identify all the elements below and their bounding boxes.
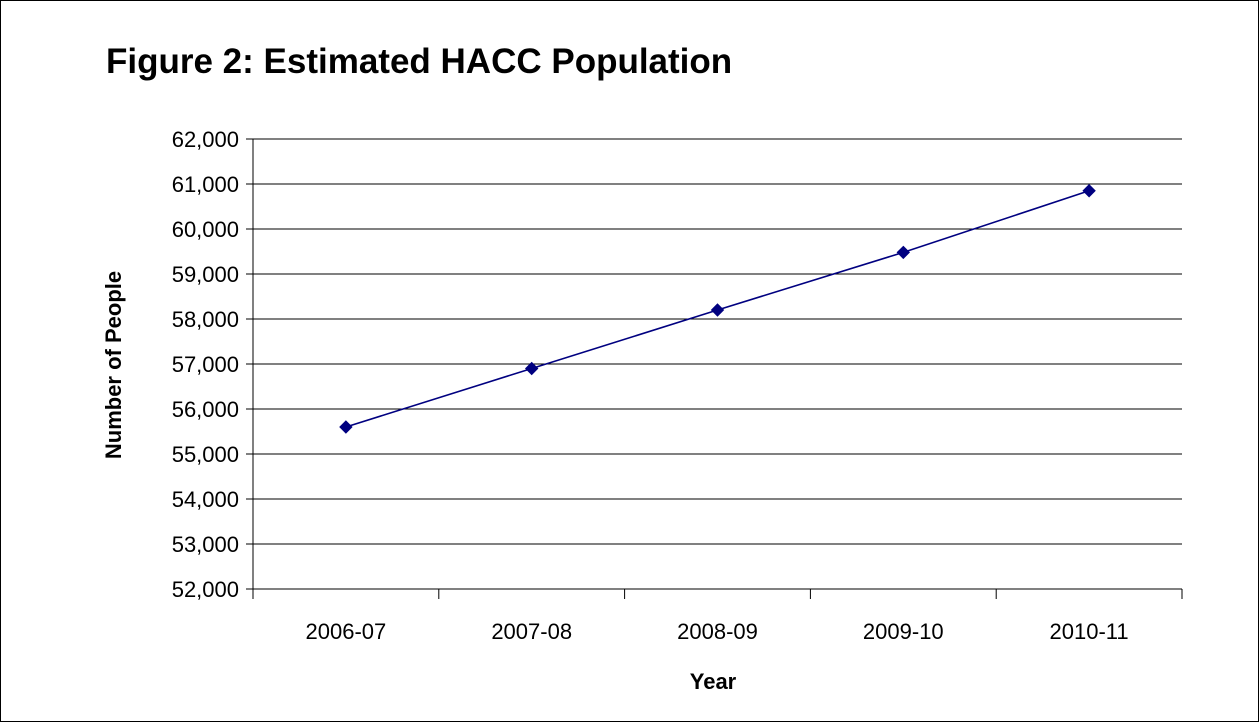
data-point <box>339 420 353 434</box>
y-tick-label: 58,000 <box>172 307 239 332</box>
series-layer <box>339 184 1096 434</box>
y-tick-label: 62,000 <box>172 127 239 152</box>
y-axis-label: Number of People <box>101 271 126 459</box>
gridlines <box>246 138 1182 590</box>
axes <box>252 139 1183 599</box>
y-tick-label: 57,000 <box>172 352 239 377</box>
y-tick-label: 60,000 <box>172 217 239 242</box>
x-tick-label: 2007-08 <box>491 619 572 644</box>
y-tick-label: 55,000 <box>172 442 239 467</box>
y-tick-label: 59,000 <box>172 262 239 287</box>
data-point <box>524 361 539 376</box>
y-tick-label: 53,000 <box>172 532 239 557</box>
x-tick-label: 2010-11 <box>1050 619 1129 644</box>
y-tick-label: 56,000 <box>172 397 239 422</box>
x-tick-label: 2006-07 <box>306 619 387 644</box>
chart-title: Figure 2: Estimated HACC Population <box>106 42 732 81</box>
x-tick-labels: 2006-07 2007-08 2008-09 2009-10 2010-11 <box>306 619 1129 644</box>
x-axis-label: Year <box>690 669 737 694</box>
y-tick-label: 61,000 <box>172 172 239 197</box>
data-point <box>710 303 725 317</box>
data-point <box>1082 184 1096 198</box>
data-point <box>896 245 911 260</box>
x-tick-label: 2009-10 <box>863 619 944 644</box>
y-tick-label: 52,000 <box>172 577 239 602</box>
y-tick-labels: 52,000 53,000 54,000 55,000 56,000 57,000 58,0… <box>172 127 239 602</box>
x-tick-label: 2008-09 <box>677 619 758 644</box>
y-tick-label: 54,000 <box>172 487 239 512</box>
